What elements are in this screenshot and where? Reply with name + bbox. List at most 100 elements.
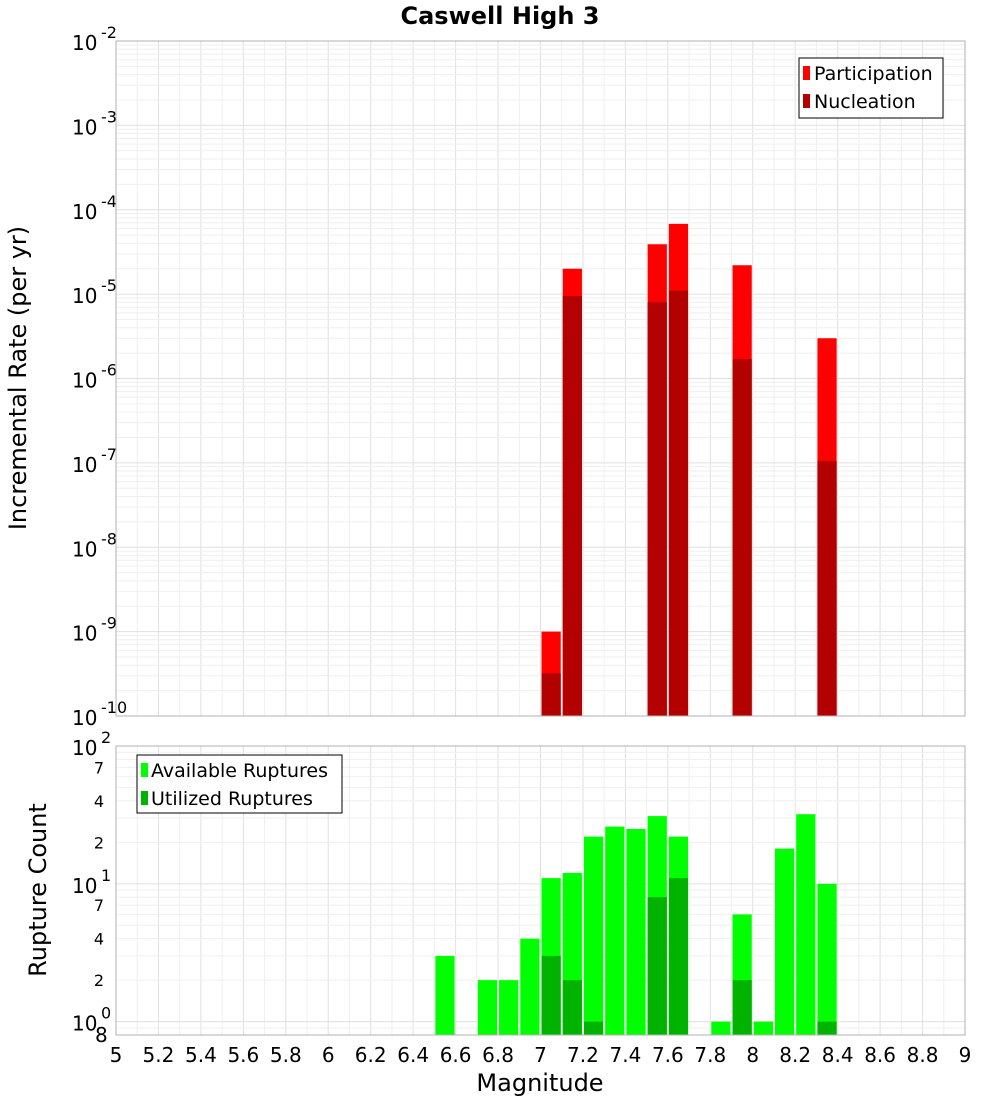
- nucleation-bar: [647, 302, 667, 716]
- tick-min-value: 8: [95, 1023, 108, 1047]
- tick-exponent: 2: [101, 728, 111, 747]
- tick-exponent: -10: [101, 698, 127, 717]
- count-y-minor-tick-label: 2: [94, 971, 104, 990]
- nucleation-bar: [541, 673, 561, 716]
- x-tick-label: 5: [110, 1043, 123, 1067]
- x-tick-label: 6.4: [397, 1043, 429, 1067]
- tick-base: 10: [72, 706, 97, 730]
- available-ruptures-bar: [520, 938, 540, 1035]
- nucleation-bar: [817, 461, 837, 716]
- x-tick-label: 7: [534, 1043, 547, 1067]
- utilized-ruptures-bar: [817, 1021, 837, 1035]
- count-y-minor-tick-label: 7: [94, 758, 104, 777]
- chart-title: Caswell High 3: [401, 2, 600, 30]
- available-ruptures-bar: [477, 980, 498, 1035]
- legend-swatch-available: [141, 763, 148, 777]
- x-tick-label: 6.8: [482, 1043, 514, 1067]
- rate-grid: [115, 41, 966, 717]
- tick-base: 10: [72, 1012, 97, 1036]
- count-y-minor-tick-label: 4: [94, 792, 104, 811]
- count-legend-box: [136, 754, 343, 814]
- tick-base: 10: [72, 284, 97, 308]
- available-ruptures-bar: [435, 955, 455, 1035]
- rate-plot-frame: [115, 40, 966, 717]
- x-tick-label: 7.6: [652, 1043, 684, 1067]
- available-ruptures-bar: [753, 1021, 773, 1035]
- x-tick-label: 5.6: [227, 1043, 259, 1067]
- x-axis-ticks: 5 5.2 5.4 5.6 5.8 6 6.2 6.4 6.6 6.8 7 7.2 7.4 7.6 7.8 8…: [110, 1043, 972, 1067]
- count-plot-frame: [115, 745, 966, 1036]
- rate-y-tick-label: 10 -9: [72, 614, 117, 646]
- count-legend: Available Ruptures Utilized Ruptures: [136, 754, 343, 814]
- tick-exponent: -6: [101, 361, 117, 380]
- available-ruptures-bar: [499, 980, 519, 1035]
- rate-legend: Participation Nucleation: [798, 57, 944, 119]
- tick-exponent: 0: [101, 1004, 111, 1023]
- x-tick-label: 5.2: [143, 1043, 175, 1067]
- tick-base: 10: [72, 31, 97, 55]
- available-ruptures-bar: [605, 826, 625, 1035]
- rate-legend-box: [798, 57, 944, 119]
- tick-base: 10: [72, 115, 97, 139]
- tick-base: 10: [72, 537, 97, 561]
- utilized-ruptures-bar: [732, 980, 752, 1035]
- tick-base: 10: [72, 453, 97, 477]
- x-tick-label: 5.4: [185, 1043, 217, 1067]
- rate-y-tick-label: 10 -8: [72, 529, 117, 561]
- tick-base: 10: [72, 369, 97, 393]
- nucleation-bar: [732, 359, 752, 716]
- rate-y-tick-label: 10 -10: [72, 698, 127, 730]
- count-y-tick-label: 10 1: [72, 866, 111, 898]
- count-bars: [435, 814, 837, 1035]
- available-ruptures-bar: [774, 848, 795, 1035]
- available-ruptures-bar: [796, 814, 816, 1035]
- x-tick-label: 6: [322, 1043, 335, 1067]
- available-ruptures-bar: [711, 1021, 731, 1035]
- tick-base: 10: [72, 200, 97, 224]
- nucleation-bar: [562, 296, 582, 716]
- rate-y-axis-label: Incremental Rate (per yr): [4, 226, 32, 530]
- count-y-minor-tick-label: 4: [94, 930, 104, 949]
- rate-y-tick-label: 10 -6: [72, 361, 117, 393]
- count-y-minor-tick-label: 7: [94, 896, 104, 915]
- tick-exponent: -7: [101, 445, 117, 464]
- utilized-ruptures-bar: [647, 897, 667, 1035]
- x-tick-label: 8.4: [822, 1043, 854, 1067]
- x-tick-label: 7.4: [609, 1043, 641, 1067]
- utilized-ruptures-bar: [668, 878, 689, 1035]
- available-ruptures-bar: [817, 883, 837, 1035]
- count-y-tick-label: 10 2: [72, 728, 111, 760]
- rate-y-tick-label: 10 -2: [72, 23, 117, 55]
- x-tick-label: 9: [959, 1043, 972, 1067]
- x-tick-label: 5.8: [270, 1043, 302, 1067]
- x-tick-label: 7.2: [567, 1043, 599, 1067]
- legend-label-available: Available Ruptures: [151, 760, 328, 782]
- legend-swatch-participation: [803, 66, 810, 80]
- tick-base: 10: [72, 736, 97, 760]
- rate-y-tick-label: 10 -5: [72, 276, 117, 308]
- available-ruptures-bar: [583, 836, 604, 1035]
- utilized-ruptures-bar: [541, 955, 561, 1035]
- rate-y-tick-label: 10 -7: [72, 445, 117, 477]
- tick-exponent: 1: [101, 866, 111, 885]
- tick-exponent: -4: [101, 192, 117, 211]
- legend-swatch-utilized: [141, 791, 148, 805]
- count-y-axis-label: Rupture Count: [24, 803, 52, 977]
- legend-label-utilized: Utilized Ruptures: [151, 788, 313, 810]
- tick-exponent: -2: [101, 23, 117, 42]
- x-axis-label: Magnitude: [476, 1069, 603, 1097]
- x-tick-label: 7.8: [694, 1043, 726, 1067]
- tick-base: 10: [72, 874, 97, 898]
- tick-exponent: -5: [101, 276, 117, 295]
- legend-swatch-nucleation: [803, 94, 810, 108]
- legend-label-participation: Participation: [814, 63, 933, 85]
- count-y-tick-label: 10 08: [72, 1004, 111, 1047]
- rate-y-tick-label: 10 -3: [72, 107, 117, 139]
- rate-y-tick-label: 10 -4: [72, 192, 117, 224]
- x-tick-label: 8.6: [864, 1043, 896, 1067]
